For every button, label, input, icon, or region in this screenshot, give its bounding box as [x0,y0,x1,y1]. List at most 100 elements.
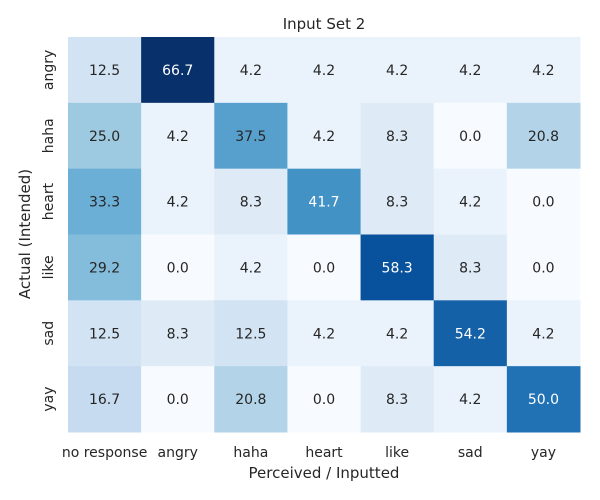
heatmap-cell-heart-angry [141,168,215,235]
heatmap-cell-haha-yay [506,102,581,170]
heatmap-cell-sad-no-response [68,300,142,367]
heatmap-cell-heart-yay [506,168,581,235]
heatmap-cell-value: 12.5 [235,326,266,342]
heatmap-cell-value: 0.0 [167,392,189,408]
heatmap-cell-angry-yay [506,37,581,104]
heatmap-cell-value: 4.2 [313,63,335,79]
heatmap-cell-sad-yay [506,300,581,367]
x-tick-label: heart [305,445,343,461]
chart-title: Input Set 2 [283,15,366,33]
heatmap-cell-heart-haha [214,168,288,235]
heatmap-cell-haha-like [360,102,435,170]
heatmap-cell-value: 33.3 [89,195,120,211]
heatmap-cell-value: 41.7 [308,195,339,211]
heatmap-cell-heart-sad [433,168,508,235]
heatmap-cell-value: 8.3 [459,260,481,276]
y-tick-label: yay [41,387,57,412]
heatmap-cell-like-like [360,234,435,301]
heatmap-cell-heart-heart [287,168,362,235]
heatmap-cell-sad-angry [141,300,215,367]
heatmap-cell-value: 8.3 [167,326,189,342]
heatmap-cell-angry-haha [214,37,288,104]
heatmap-cell-value: 8.3 [386,392,408,408]
heatmap-cell-like-yay [506,234,581,301]
x-tick-label: sad [458,445,483,461]
heatmap-cell-value: 20.8 [235,392,266,408]
heatmap-cell-haha-no-response [68,102,142,170]
heatmap-cell-value: 4.2 [240,260,262,276]
heatmap-cell-value: 0.0 [532,195,554,211]
heatmap-cell-value: 4.2 [167,129,189,145]
heatmap-cell-value: 50.0 [528,392,559,408]
heatmap-cell-value: 4.2 [167,195,189,211]
heatmap-cell-sad-like [360,300,435,367]
heatmap-cell-yay-heart [287,366,362,433]
heatmap-cell-haha-haha [214,102,288,170]
heatmap-cell-value: 4.2 [532,63,554,79]
heatmap-cell-value: 4.2 [459,195,481,211]
heatmap-cell-heart-no-response [68,168,142,235]
y-tick-labels: angry haha heart like sad yay [41,50,57,412]
heatmap-cell-haha-heart [287,102,362,170]
heatmap-cell-value: 20.8 [528,129,559,145]
y-axis-label: Actual (Intended) [16,169,34,299]
x-tick-label: no response [62,445,147,461]
y-tick-label: haha [41,118,57,153]
heatmap-cell-yay-haha [214,366,288,433]
heatmap-cell-like-sad [433,234,508,301]
heatmap-cell-value: 4.2 [459,392,481,408]
heatmap-cell-value: 29.2 [89,260,120,276]
heatmap-cell-value: 8.3 [240,195,262,211]
heatmap-cell-value: 4.2 [532,326,554,342]
y-tick-label: like [41,255,57,279]
heatmap-cell-value: 66.7 [162,63,193,79]
heatmap-cell-value: 8.3 [386,129,408,145]
heatmap-cell-value: 37.5 [235,129,266,145]
heatmap-cell-value: 58.3 [382,260,413,276]
heatmap-cell-value: 12.5 [89,63,120,79]
heatmap-cell-value: 0.0 [532,260,554,276]
heatmap-cell-heart-like [360,168,435,235]
heatmap-cell-value: 4.2 [386,63,408,79]
heatmap-cell-value: 0.0 [459,129,481,145]
y-tick-label: heart [41,182,57,220]
heatmap-cell-yay-angry [141,366,215,433]
heatmap-cell-angry-heart [287,37,362,104]
x-tick-label: yay [531,445,556,461]
x-tick-labels: no response angry haha heart like sad yay [62,445,556,461]
heatmap-cell-value: 0.0 [313,260,335,276]
heatmap-cell-value: 16.7 [89,392,120,408]
heatmap-cell-yay-yay [506,366,581,433]
heatmap-cell-haha-angry [141,102,215,170]
x-tick-label: like [385,445,409,461]
heatmap-cell-value: 8.3 [386,195,408,211]
heatmap-cell-value: 4.2 [386,326,408,342]
heatmap-cell-value: 25.0 [89,129,120,145]
heatmap-cell-value: 54.2 [455,326,486,342]
heatmap-cell-value: 4.2 [240,63,262,79]
x-tick-label: haha [233,445,268,461]
heatmap-cell-value: 12.5 [89,326,120,342]
heatmap-cell-value: 4.2 [459,63,481,79]
heatmap-cell-angry-no-response [68,37,142,104]
heatmap-cell-yay-sad [433,366,508,433]
heatmap-cell-sad-haha [214,300,288,367]
heatmap-cell-value: 0.0 [313,392,335,408]
heatmap-cell-angry-like [360,37,435,104]
heatmap-cell-sad-sad [433,300,508,367]
heatmap-cell-sad-heart [287,300,362,367]
heatmap-cell-haha-sad [433,102,508,170]
heatmap-cell-like-no-response [68,234,142,301]
heatmap-cell-angry-sad [433,37,508,104]
heatmap-cell-yay-no-response [68,366,142,433]
heatmap-cell-like-angry [141,234,215,301]
x-tick-label: angry [158,445,198,461]
heatmap-cell-value: 0.0 [167,260,189,276]
heatmap-cell-yay-like [360,366,435,433]
heatmap-cell-angry-angry [141,37,215,104]
heatmap-cell-value: 4.2 [313,129,335,145]
x-axis-label: Perceived / Inputted [249,464,400,482]
y-tick-label: sad [41,321,57,346]
heatmap-cell-like-heart [287,234,362,301]
